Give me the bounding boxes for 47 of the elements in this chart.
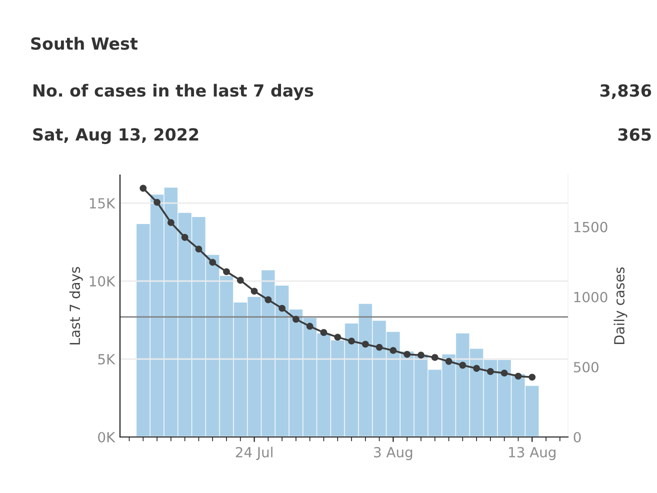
chart-title: South West (31, 36, 138, 50)
y2-tick-label: 1500 (574, 222, 608, 232)
y-tick-label: 5K (98, 354, 116, 364)
point (473, 364, 480, 372)
y-tick-label: 15K (90, 198, 116, 209)
text: 3,836 (600, 84, 652, 99)
point (195, 246, 202, 253)
x-tick-label: 24 Jul (236, 446, 272, 460)
x-tick-label: 3 Aug (374, 446, 412, 460)
point (418, 352, 424, 359)
y2-axis-title: Daily cases (614, 267, 628, 344)
point (459, 362, 466, 369)
y-tick-label: 0K (98, 432, 116, 442)
point (376, 344, 383, 351)
y2-tick-label: 0 (574, 432, 581, 442)
x-tick-label: 13 Aug (509, 446, 556, 460)
y2-tick-label: 500 (574, 362, 598, 372)
y-axis-title: Last 7 days (69, 266, 83, 344)
point (140, 184, 147, 192)
point (431, 354, 438, 361)
point (445, 358, 452, 365)
text: No. of cases in the last 7 days (34, 84, 314, 100)
point (264, 296, 272, 304)
point (528, 374, 536, 381)
point (236, 276, 244, 284)
point (292, 316, 300, 323)
point (167, 219, 174, 226)
point (320, 329, 328, 336)
point (500, 370, 508, 377)
y2-tick-label: 1000 (574, 292, 608, 302)
point (154, 198, 161, 206)
text: 365 (618, 128, 651, 141)
text: Sat, Aug 13, 2022 (33, 128, 198, 144)
point (514, 372, 522, 380)
point (348, 338, 355, 345)
y-tick-label: 10K (90, 276, 116, 287)
point (390, 346, 397, 354)
point (209, 258, 216, 266)
point (334, 334, 342, 341)
point (306, 322, 314, 330)
point (486, 368, 494, 375)
point (181, 234, 188, 241)
point (250, 288, 258, 295)
point (278, 304, 286, 312)
point (223, 268, 230, 276)
point (404, 350, 411, 358)
point (362, 340, 369, 348)
